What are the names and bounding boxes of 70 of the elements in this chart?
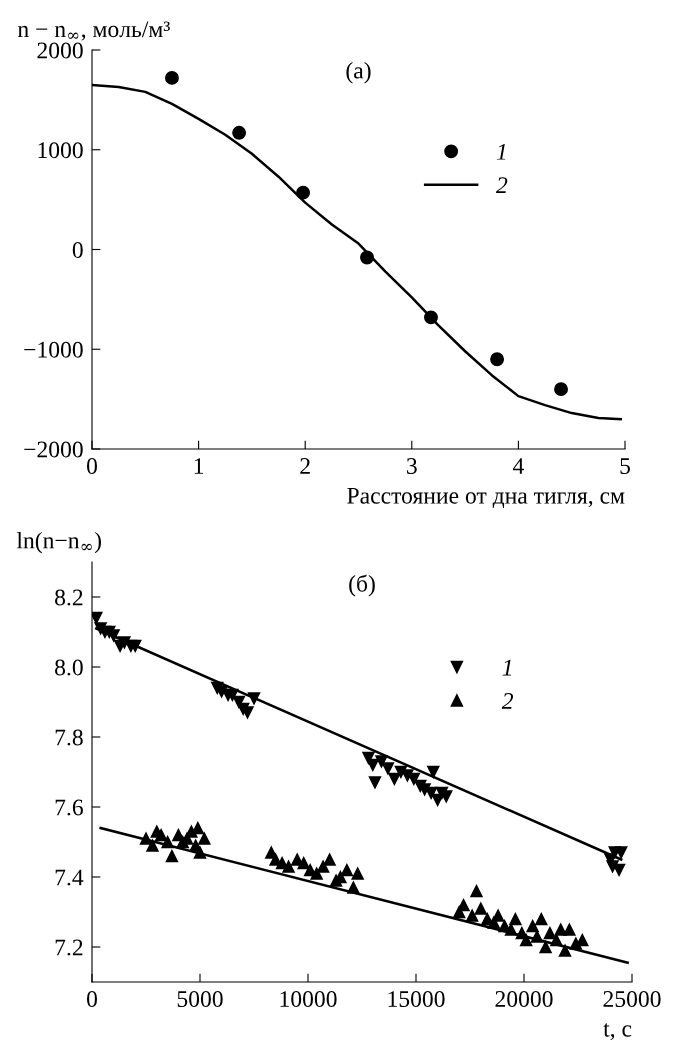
point	[366, 758, 380, 772]
y-tick-label: 2000	[37, 42, 83, 59]
y-tick-label: −2000	[24, 441, 83, 458]
point	[457, 898, 470, 912]
legend-label: 2	[496, 177, 508, 193]
x-tick-label: 25000	[603, 991, 661, 1007]
point	[465, 909, 479, 922]
point	[146, 839, 159, 852]
point	[509, 912, 522, 926]
legend-label: 1	[502, 659, 512, 676]
x-tick-label: 3	[407, 458, 417, 474]
y-tick-label: −1000	[24, 341, 83, 358]
point	[558, 944, 572, 957]
point	[388, 772, 401, 786]
point	[407, 772, 421, 786]
y-tick-label: 7.2	[55, 939, 83, 956]
point	[165, 70, 179, 85]
x-tick-label: 4	[512, 458, 524, 474]
point	[576, 933, 589, 947]
y-tick-label: 7.8	[55, 729, 83, 746]
point	[351, 867, 364, 880]
point	[154, 828, 168, 842]
y-tick-label: 8.2	[55, 589, 83, 606]
point	[427, 765, 440, 779]
point	[198, 832, 211, 845]
point	[297, 856, 310, 870]
point	[316, 860, 330, 873]
point	[323, 853, 336, 866]
point	[92, 611, 103, 625]
x-tick-label: 0	[87, 458, 97, 474]
y-axis-title: n − n$_{∞}$, моль/м³	[17, 21, 170, 41]
x-tick-label: 15000	[388, 991, 445, 1007]
point	[191, 821, 205, 835]
y-axis-title: ln(n−n$_{∞}$)	[16, 531, 101, 554]
point	[470, 884, 483, 898]
point	[340, 863, 354, 877]
x-axis-title: t, с	[603, 1023, 632, 1041]
y-tick-label: 7.6	[55, 799, 83, 816]
x-tick-label: 20000	[495, 991, 553, 1007]
point	[563, 923, 576, 936]
point	[381, 762, 395, 775]
point	[232, 125, 247, 140]
y-tick-label: 8.0	[55, 659, 83, 676]
point	[310, 867, 323, 880]
point	[543, 926, 557, 940]
legend-label: 1	[496, 144, 506, 160]
point	[535, 912, 548, 926]
x-tick-label: 1	[194, 458, 204, 474]
point	[282, 860, 295, 873]
point	[539, 940, 552, 954]
x-tick-label: 5	[620, 458, 630, 474]
point	[368, 776, 382, 789]
point	[526, 919, 539, 933]
y-tick-label: 0	[72, 241, 83, 258]
x-tick-label: 5000	[177, 991, 223, 1007]
chart-title: (б)	[349, 574, 375, 597]
y-tick-label: 7.4	[55, 869, 84, 886]
x-tick-label: 0	[87, 991, 97, 1007]
point	[554, 382, 568, 397]
y-tick-label: 1000	[38, 142, 83, 159]
chart-title: (a)	[346, 61, 371, 84]
x-tick-label: 2	[300, 458, 310, 474]
point	[490, 352, 505, 367]
point	[165, 849, 179, 863]
point	[474, 902, 488, 915]
point	[554, 923, 567, 936]
x-tick-label: 10000	[280, 991, 337, 1007]
x-axis-title: Расстояние от дна тигля, см	[347, 488, 625, 509]
point	[614, 846, 628, 859]
legend-label: 2	[501, 693, 514, 709]
